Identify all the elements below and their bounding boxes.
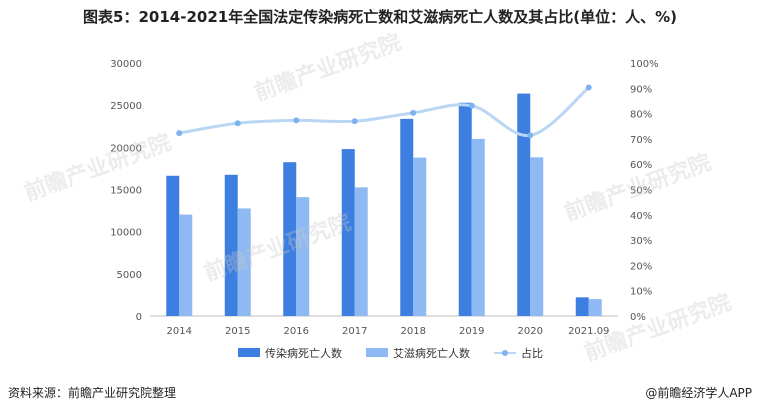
y-right-tick-label: 60% (630, 160, 652, 171)
legend-label-1: 艾滋病死亡人数 (393, 346, 470, 360)
point-ratio-2019 (468, 102, 475, 109)
y-left-tick-label: 5000 (117, 270, 142, 281)
bar-infectious-2015 (224, 174, 238, 316)
point-ratio-2020 (527, 132, 534, 139)
y-left-tick-label: 15000 (110, 186, 142, 197)
bar-aids-2017 (354, 187, 368, 316)
y-right-tick-label: 10% (630, 287, 652, 298)
chart-title: 图表5：2014-2021年全国法定传染病死亡数和艾滋病死亡人数及其占比(单位：… (83, 8, 677, 26)
y-right-tick-label: 50% (630, 186, 652, 197)
y-left-tick-label: 10000 (110, 228, 142, 239)
y-right-tick-label: 70% (630, 135, 652, 146)
point-ratio-2014 (176, 130, 183, 137)
y-right-tick-label: 30% (630, 236, 652, 247)
y-right-tick-label: 40% (630, 211, 652, 222)
legend-swatch-0 (238, 348, 260, 357)
brand-note: @前瞻经济学人APP (645, 386, 752, 400)
bar-infectious-2020 (517, 93, 531, 316)
y-right-tick-label: 0% (630, 312, 646, 323)
bar-aids-2021.09 (588, 299, 602, 316)
y-left-tick-label: 30000 (110, 59, 142, 70)
y-right-tick-label: 90% (630, 84, 652, 95)
point-ratio-2021.09 (585, 84, 592, 91)
bar-infectious-2014 (166, 175, 180, 316)
x-tick-label: 2016 (284, 326, 309, 337)
source-note: 资料来源：前瞻产业研究院整理 (8, 386, 177, 400)
x-tick-label: 2018 (401, 326, 426, 337)
legend-label-0: 传染病死亡人数 (265, 346, 342, 360)
bar-aids-2015 (237, 208, 251, 316)
bar-aids-2014 (179, 214, 193, 316)
x-tick-label: 2014 (167, 326, 192, 337)
bar-infectious-2018 (400, 118, 414, 316)
legend-swatch-1 (366, 348, 388, 357)
bar-infectious-2017 (341, 149, 355, 316)
x-tick-label: 2021.09 (568, 326, 609, 337)
y-left-tick-label: 0 (136, 312, 142, 323)
point-ratio-2017 (351, 118, 358, 125)
y-right-tick-label: 20% (630, 261, 652, 272)
bar-infectious-2021.09 (575, 297, 589, 316)
y-right-tick-label: 80% (630, 110, 652, 121)
y-right-tick-label: 100% (630, 59, 659, 70)
x-tick-label: 2017 (342, 326, 367, 337)
x-tick-label: 2015 (225, 326, 250, 337)
legend-swatch-dot (502, 350, 508, 356)
point-ratio-2018 (410, 109, 417, 116)
legend-label-2: 占比 (521, 346, 543, 360)
point-ratio-2016 (293, 117, 300, 124)
bar-infectious-2016 (283, 162, 297, 316)
x-tick-label: 2020 (518, 326, 543, 337)
bar-infectious-2019 (458, 102, 472, 316)
bar-aids-2016 (296, 197, 310, 316)
point-ratio-2015 (234, 120, 241, 127)
bar-aids-2020 (530, 157, 544, 316)
y-left-tick-label: 25000 (110, 101, 142, 112)
x-tick-label: 2019 (459, 326, 484, 337)
bar-aids-2018 (413, 157, 427, 316)
bar-aids-2019 (471, 138, 485, 316)
y-left-tick-label: 20000 (110, 143, 142, 154)
